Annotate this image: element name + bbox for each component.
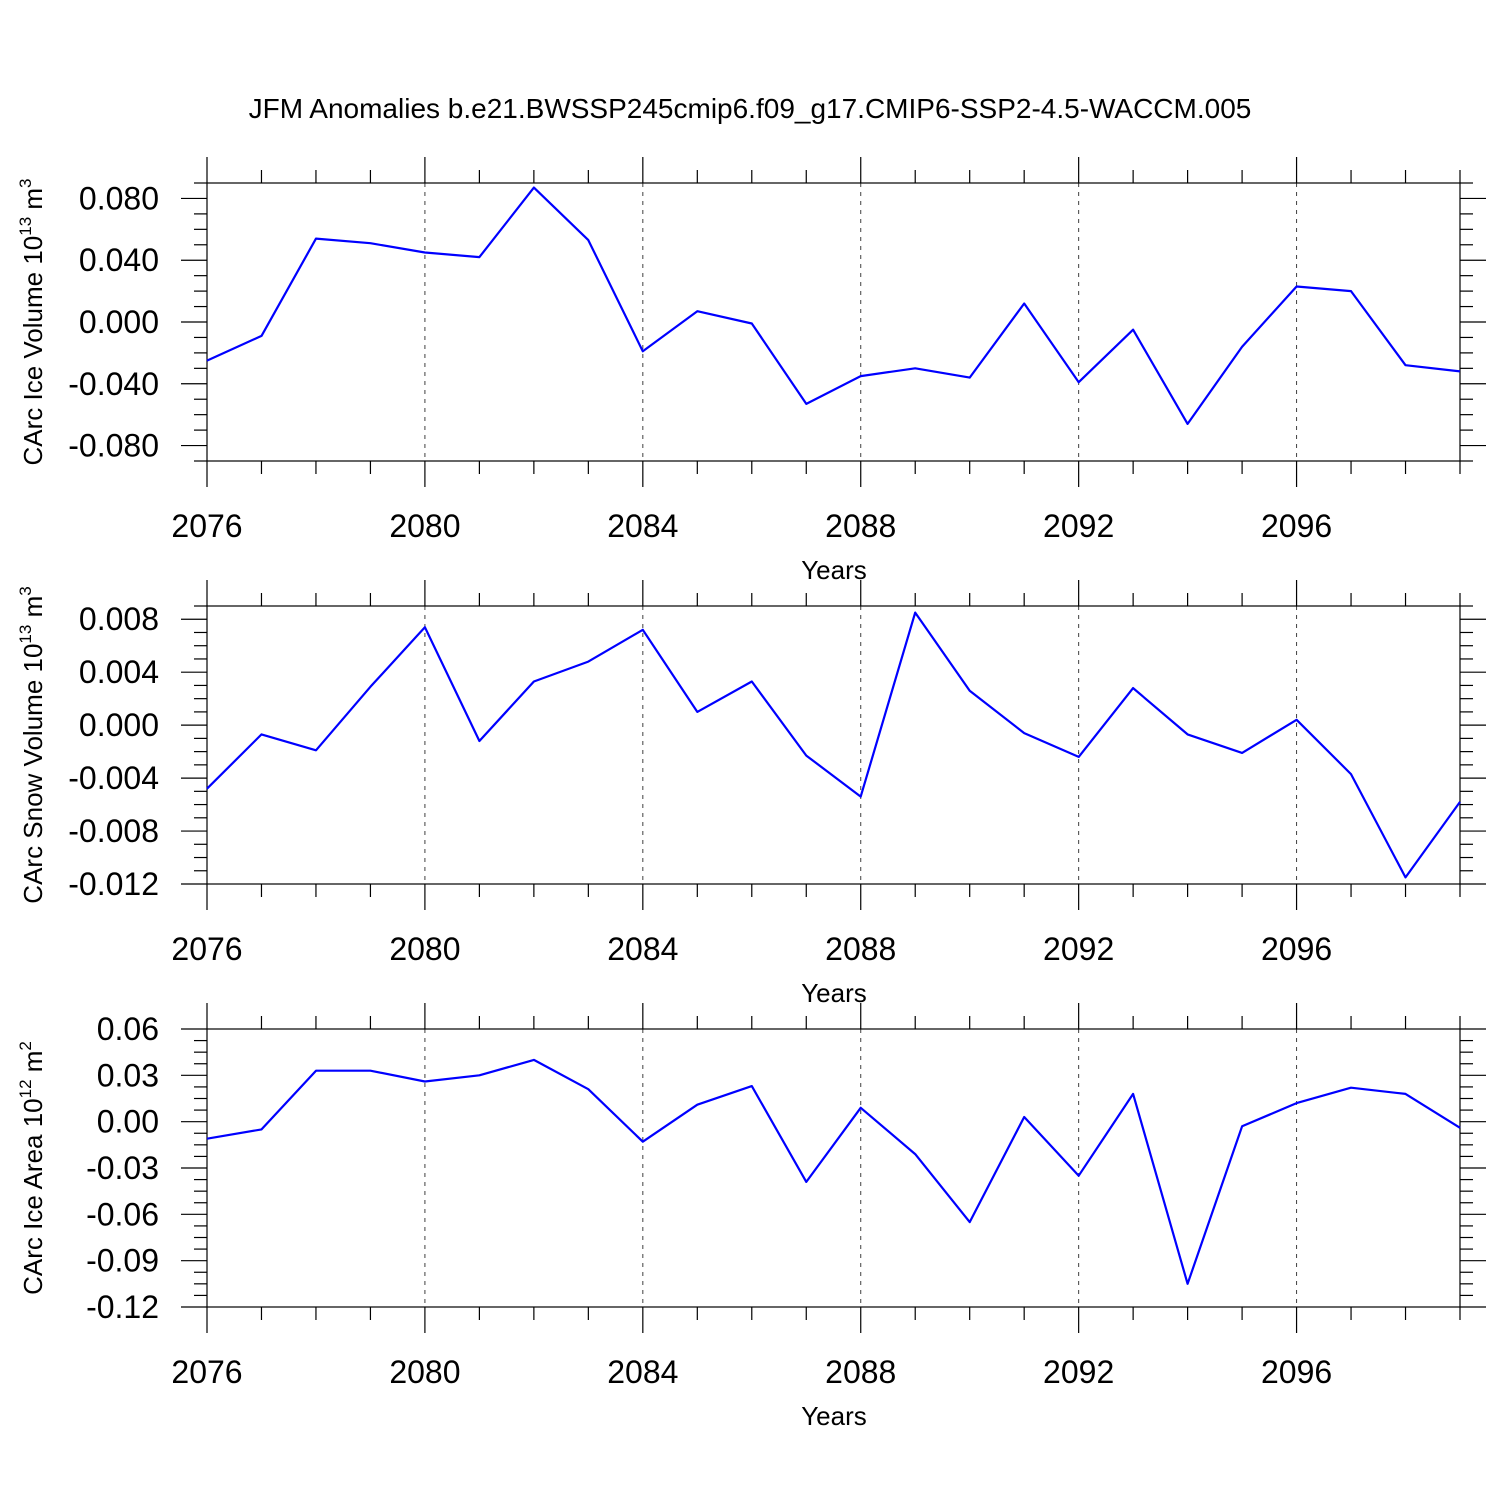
x-tick-label: 2088 (825, 508, 896, 544)
chart-panel-2: -0.012 -0.008 -0.004 0.000 0.004 0.008 2076 208… (16, 580, 1486, 1008)
y-tick-label: 0.000 (79, 707, 159, 743)
x-tick-label: 2084 (607, 931, 678, 967)
y-tick-label: -0.008 (68, 813, 159, 849)
x-tick-label: 2096 (1261, 931, 1332, 967)
chart-panel-1: -0.080 -0.040 0.000 0.040 0.080 2076 2080 2084 2… (16, 157, 1486, 585)
x-axis-label: Years (801, 1401, 867, 1431)
x-axis-label: Years (801, 978, 867, 1008)
x-tick-label: 2076 (171, 508, 242, 544)
y-tick-label: -0.03 (86, 1150, 159, 1186)
y-tick-label: 0.080 (79, 180, 159, 216)
x-tick-label: 2088 (825, 931, 896, 967)
plot-frame (206, 1028, 1461, 1308)
y-tick-label: 0.040 (79, 242, 159, 278)
y-axis-label: CArc Ice Volume 1013 m3 (16, 178, 48, 465)
series-line (206, 186, 1461, 425)
y-tick-label: -0.080 (68, 428, 159, 464)
series-line (206, 1058, 1461, 1285)
y-tick-label: 0.008 (79, 601, 159, 637)
y-tick-label: 0.03 (97, 1057, 159, 1093)
y-axis-label: CArc Ice Area 1012 m2 (16, 1041, 48, 1295)
y-tick-label: -0.09 (86, 1243, 159, 1279)
x-tick-label: 2092 (1043, 931, 1114, 967)
chart-title: JFM Anomalies b.e21.BWSSP245cmip6.f09_g1… (249, 93, 1252, 124)
x-tick-label: 2080 (389, 1354, 460, 1390)
series-line (206, 611, 1461, 879)
x-tick-label: 2076 (171, 931, 242, 967)
y-tick-label: -0.12 (86, 1289, 159, 1325)
y-tick-label: -0.004 (68, 760, 159, 796)
y-tick-label: 0.06 (97, 1011, 159, 1047)
y-tick-label: 0.000 (79, 304, 159, 340)
x-tick-label: 2092 (1043, 1354, 1114, 1390)
x-axis-label: Years (801, 555, 867, 585)
y-tick-label: 0.004 (79, 654, 159, 690)
y-tick-label: -0.06 (86, 1196, 159, 1232)
y-tick-label: 0.00 (97, 1104, 159, 1140)
x-tick-label: 2080 (389, 931, 460, 967)
x-tick-label: 2076 (171, 1354, 242, 1390)
x-tick-label: 2092 (1043, 508, 1114, 544)
chart-panel-3: -0.12 -0.09 -0.06 -0.03 0.00 0.03 0.06 2076 2080… (16, 1003, 1486, 1431)
x-tick-label: 2096 (1261, 1354, 1332, 1390)
x-tick-label: 2080 (389, 508, 460, 544)
y-axis-label: CArc Snow Volume 1013 m3 (16, 586, 48, 903)
panels-group: -0.080 -0.040 0.000 0.040 0.080 2076 2080 2084 2… (16, 157, 1486, 1431)
x-tick-label: 2088 (825, 1354, 896, 1390)
x-tick-label: 2096 (1261, 508, 1332, 544)
y-tick-label: -0.040 (68, 366, 159, 402)
y-tick-label: -0.012 (68, 866, 159, 902)
plot-frame (206, 182, 1461, 462)
plot-frame (206, 605, 1461, 885)
x-tick-label: 2084 (607, 1354, 678, 1390)
x-tick-label: 2084 (607, 508, 678, 544)
